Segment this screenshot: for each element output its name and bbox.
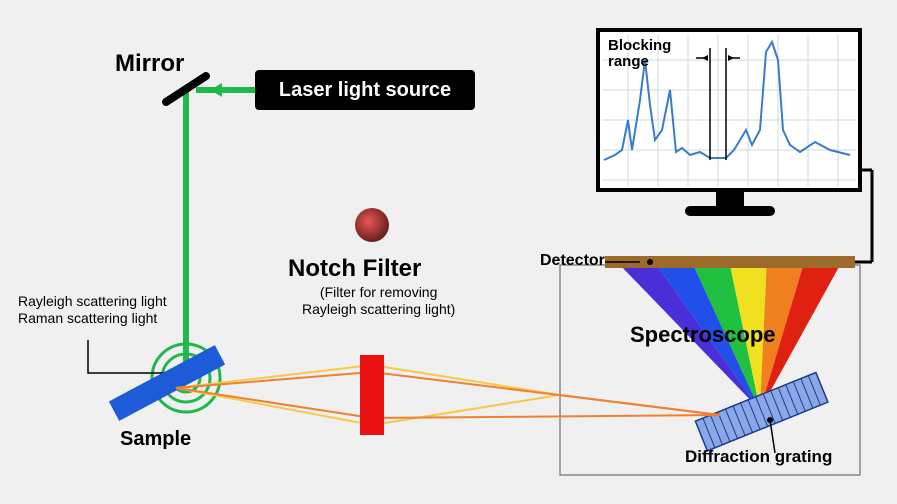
notch-dot-icon [355, 208, 389, 242]
laser-source-box: Laser light source [255, 70, 475, 110]
notch-filter-icon [360, 355, 384, 435]
notch-sub2: Rayleigh scattering light) [302, 301, 455, 318]
sample-label: Sample [120, 428, 191, 451]
scattering-label: Rayleigh scattering light Raman scatteri… [18, 293, 167, 327]
notch-sub1: (Filter for removing [302, 284, 455, 301]
scattered-ray [560, 395, 720, 415]
blocking-range-label: Blocking range [608, 38, 671, 70]
detector-bar [605, 256, 855, 268]
mirror-label: Mirror [115, 50, 184, 78]
grating-label: Diffraction grating [685, 447, 832, 467]
notch-sub: (Filter for removing Rayleigh scattering… [302, 284, 455, 318]
spectroscope-label: Spectroscope [630, 322, 776, 348]
sample-icon [109, 345, 225, 421]
detector-label: Detector [540, 252, 605, 270]
blocking-line2: range [608, 54, 671, 70]
scattering-line1: Rayleigh scattering light [18, 293, 167, 310]
notch-title: Notch Filter [288, 255, 421, 283]
blocking-line1: Blocking [608, 38, 671, 54]
scattering-line2: Raman scattering light [18, 310, 167, 327]
laser-source-text: Laser light source [279, 79, 451, 102]
